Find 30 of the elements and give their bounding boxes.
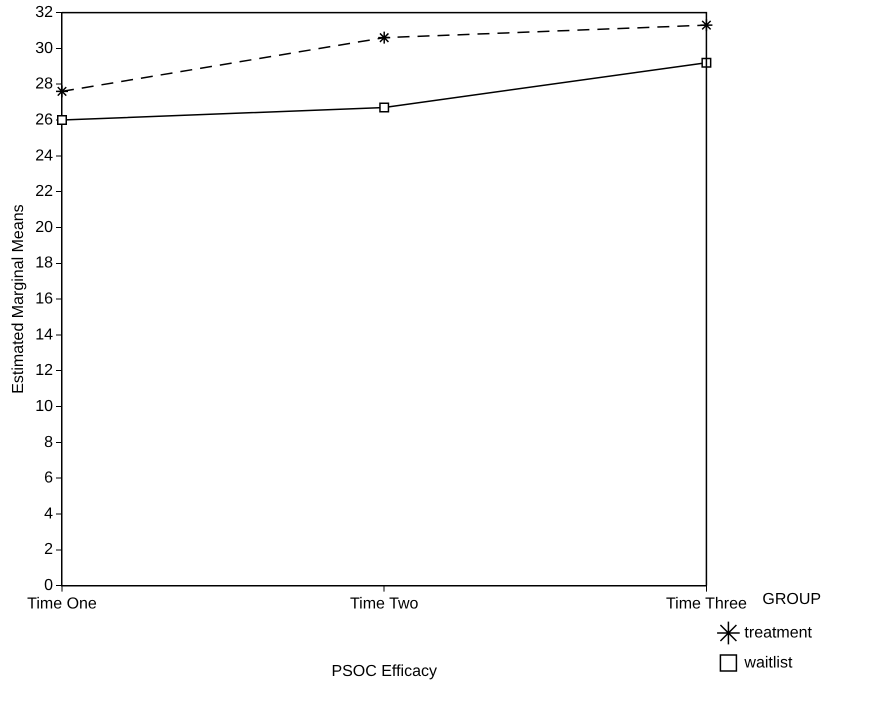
y-tick-label: 26 [35,111,54,128]
y-tick-label: 8 [44,434,54,451]
y-tick-label: 20 [35,218,54,236]
y-axis-title: Estimated Marginal Means [10,204,28,394]
y-tick-label: 10 [35,398,54,415]
y-tick-label: 2 [44,541,54,558]
y-tick-label: 14 [35,326,54,344]
point [379,102,390,112]
y-tick-label: 4 [44,505,54,522]
point [55,84,69,98]
y-tick-label: 12 [35,362,54,380]
y-tick-label: 30 [35,40,54,57]
legend-label: waitlist [743,654,793,672]
point [700,18,714,32]
y-tick-label: 16 [35,290,54,308]
x-tick-label: Time One [27,596,97,613]
y-tick-label: 32 [35,4,54,22]
y-tick-label: 28 [35,76,54,93]
x-tick-label: Time Three [666,596,747,613]
y-tick-label: 24 [35,147,54,164]
point [377,30,391,44]
y-tick-label: 6 [44,470,54,487]
legend-title: GROUP [762,591,822,608]
x-tick-label: Time Two [350,596,419,613]
legend-label: treatment [744,624,813,642]
y-tick-label: 22 [35,183,54,200]
y-tick-label: 18 [35,254,54,272]
x-axis-title: PSOC Efficacy [331,662,437,680]
y-tick-label: 0 [44,577,54,594]
point [57,115,67,126]
